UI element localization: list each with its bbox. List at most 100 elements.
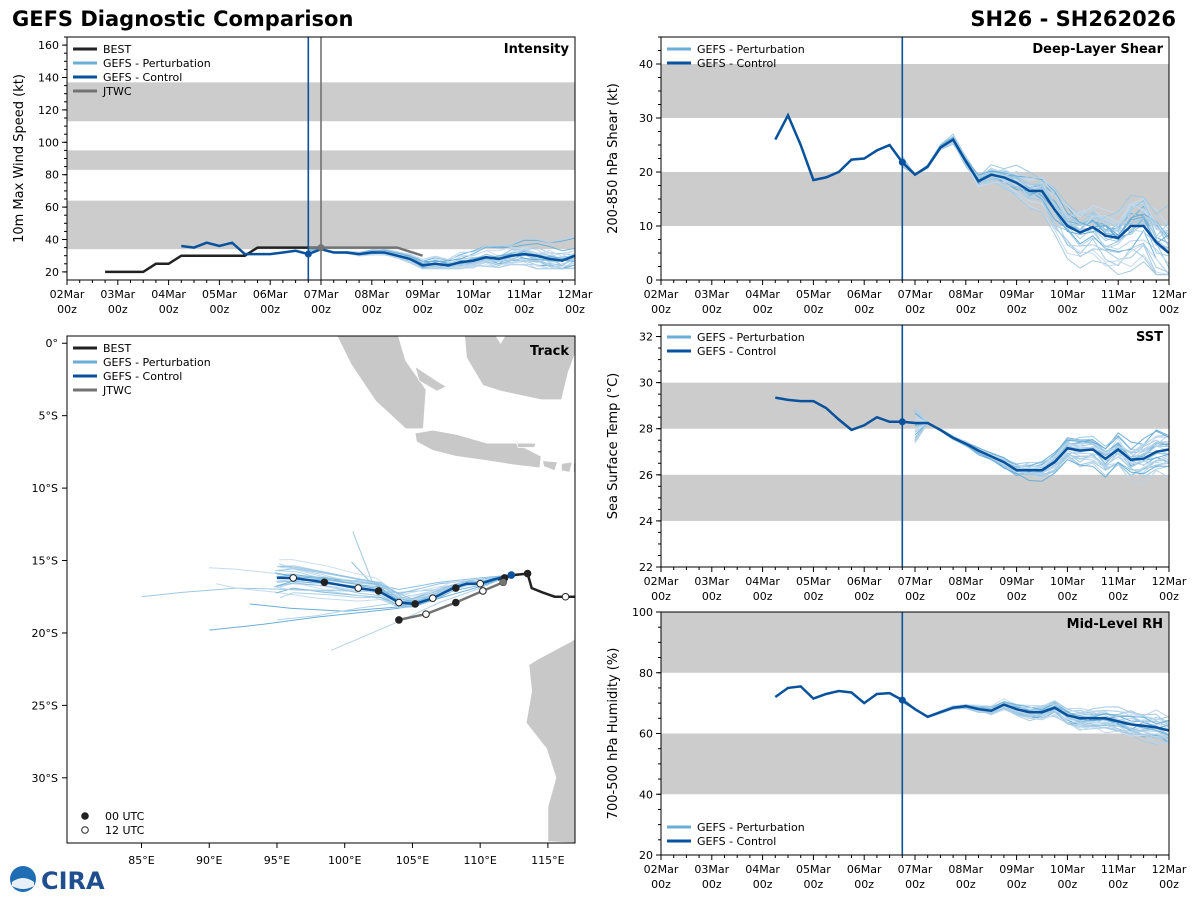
x-tick-label: 00z — [804, 590, 824, 603]
marker-00utc — [395, 616, 403, 624]
sulawesi-land — [574, 393, 575, 424]
x-tick-label: 05Mar — [796, 575, 831, 588]
best-track-line — [105, 246, 321, 274]
intensity-chart: Intensity — [66, 36, 576, 281]
panel-title: Deep-Layer Shear — [1032, 42, 1163, 57]
java-land — [414, 429, 542, 469]
y-tick-label: 100 — [38, 136, 59, 149]
borneo-land — [464, 336, 575, 401]
shaded-band — [661, 474, 1169, 521]
perturbation-line — [902, 699, 1169, 740]
x-tick-label: 06Mar — [847, 288, 882, 301]
shear-chart: Deep-Layer Shear — [660, 36, 1170, 281]
x-tick-label: 11Mar — [1101, 288, 1136, 301]
y-axis-label: Sea Surface Temp (°C) — [606, 373, 621, 520]
y-tick-label: 80 — [639, 667, 653, 680]
x-tick-label: 07Mar — [898, 575, 933, 588]
x-tick-label: 11Mar — [507, 288, 542, 301]
legend-label: 12 UTC — [105, 824, 145, 837]
x-tick-label: 07Mar — [304, 288, 339, 301]
x-tick-label: 00z — [1007, 590, 1027, 603]
marker-00utc — [451, 584, 460, 592]
shaded-band — [661, 172, 1169, 226]
x-tick-label: 00z — [651, 303, 671, 316]
x-tick-label: 03Mar — [694, 863, 729, 876]
marker-00utc — [451, 598, 460, 607]
x-tick-label: 00z — [311, 303, 331, 316]
y-axis-label: 200-850 hPa Shear (kt) — [606, 83, 621, 234]
y-tick-label: 24 — [639, 515, 653, 528]
init-marker — [898, 418, 906, 426]
x-tick-label: 00z — [1058, 590, 1078, 603]
control-init-marker — [507, 571, 516, 579]
legend-label: JTWC — [102, 85, 132, 98]
marker-12utc — [428, 594, 437, 602]
x-tick-label: 04Mar — [745, 575, 780, 588]
legend-label: GEFS - Control — [103, 370, 182, 383]
y-tick-label: 40 — [639, 58, 653, 71]
shaded-band — [661, 733, 1169, 795]
marker-00utc — [523, 569, 532, 578]
x-tick-label: 115°E — [531, 854, 564, 867]
x-tick-label: 00z — [1007, 878, 1027, 891]
x-tick-label: 00z — [651, 590, 671, 603]
legend-label: JTWC — [102, 384, 132, 397]
x-tick-label: 00z — [702, 590, 722, 603]
x-tick-label: 00z — [1159, 303, 1179, 316]
perturbation-line — [901, 140, 1169, 275]
x-tick-label: 11Mar — [1101, 575, 1136, 588]
x-tick-label: 00z — [753, 878, 773, 891]
page-title: GEFS Diagnostic Comparison — [12, 7, 354, 31]
init-marker — [304, 250, 312, 258]
init-marker — [898, 158, 906, 166]
x-tick-label: 00z — [854, 303, 874, 316]
y-tick-label: 60 — [639, 728, 653, 741]
x-tick-label: 00z — [854, 878, 874, 891]
x-tick-label: 00z — [753, 303, 773, 316]
x-tick-label: 08Mar — [948, 863, 983, 876]
x-tick-label: 00z — [1108, 590, 1128, 603]
y-tick-label: 30 — [639, 377, 653, 390]
legend-label: GEFS - Control — [103, 71, 182, 84]
marker-12utc — [289, 574, 298, 582]
bangka-land — [414, 365, 448, 392]
init-marker — [898, 696, 906, 704]
panel-title: SST — [1136, 330, 1163, 345]
shaded-band — [661, 612, 1169, 673]
x-tick-label: 02Mar — [50, 288, 85, 301]
y-tick-label: 10°S — [32, 482, 58, 495]
panel-title: Mid-Level RH — [1067, 617, 1163, 632]
x-tick-label: 06Mar — [847, 863, 882, 876]
x-tick-label: 110°E — [463, 854, 496, 867]
x-tick-label: 12Mar — [1152, 575, 1187, 588]
perturbation-track — [209, 574, 512, 631]
legend-label: BEST — [103, 43, 131, 56]
perturbation-track — [276, 574, 512, 591]
y-tick-label: 26 — [639, 469, 653, 482]
x-tick-label: 00z — [464, 303, 484, 316]
control-line — [774, 112, 1169, 254]
x-tick-label: 10Mar — [456, 288, 491, 301]
y-tick-label: 30°S — [32, 772, 58, 785]
y-tick-label: 28 — [639, 423, 653, 436]
marker-00utc — [320, 578, 329, 587]
bali-land — [542, 460, 558, 472]
marker-12utc — [354, 584, 363, 592]
x-tick-label: 05Mar — [796, 288, 831, 301]
x-tick-label: 00z — [804, 303, 824, 316]
storm-id-title: SH26 - SH262026 — [970, 7, 1176, 31]
x-tick-label: 00z — [956, 878, 976, 891]
y-tick-label: 160 — [38, 39, 59, 52]
cira-logo: CIRA — [4, 864, 114, 895]
x-tick-label: 00z — [905, 590, 925, 603]
control-line — [181, 241, 575, 267]
perturbation-series-group — [775, 396, 1169, 485]
panel-title: Intensity — [504, 42, 570, 57]
x-tick-label: 00z — [260, 303, 280, 316]
x-tick-label: 00z — [1108, 303, 1128, 316]
y-tick-label: 22 — [639, 561, 653, 574]
legend-label: BEST — [103, 342, 131, 355]
legend-label: GEFS - Perturbation — [697, 43, 805, 56]
x-tick-label: 08Mar — [948, 575, 983, 588]
jtwc-init-marker — [499, 578, 507, 586]
